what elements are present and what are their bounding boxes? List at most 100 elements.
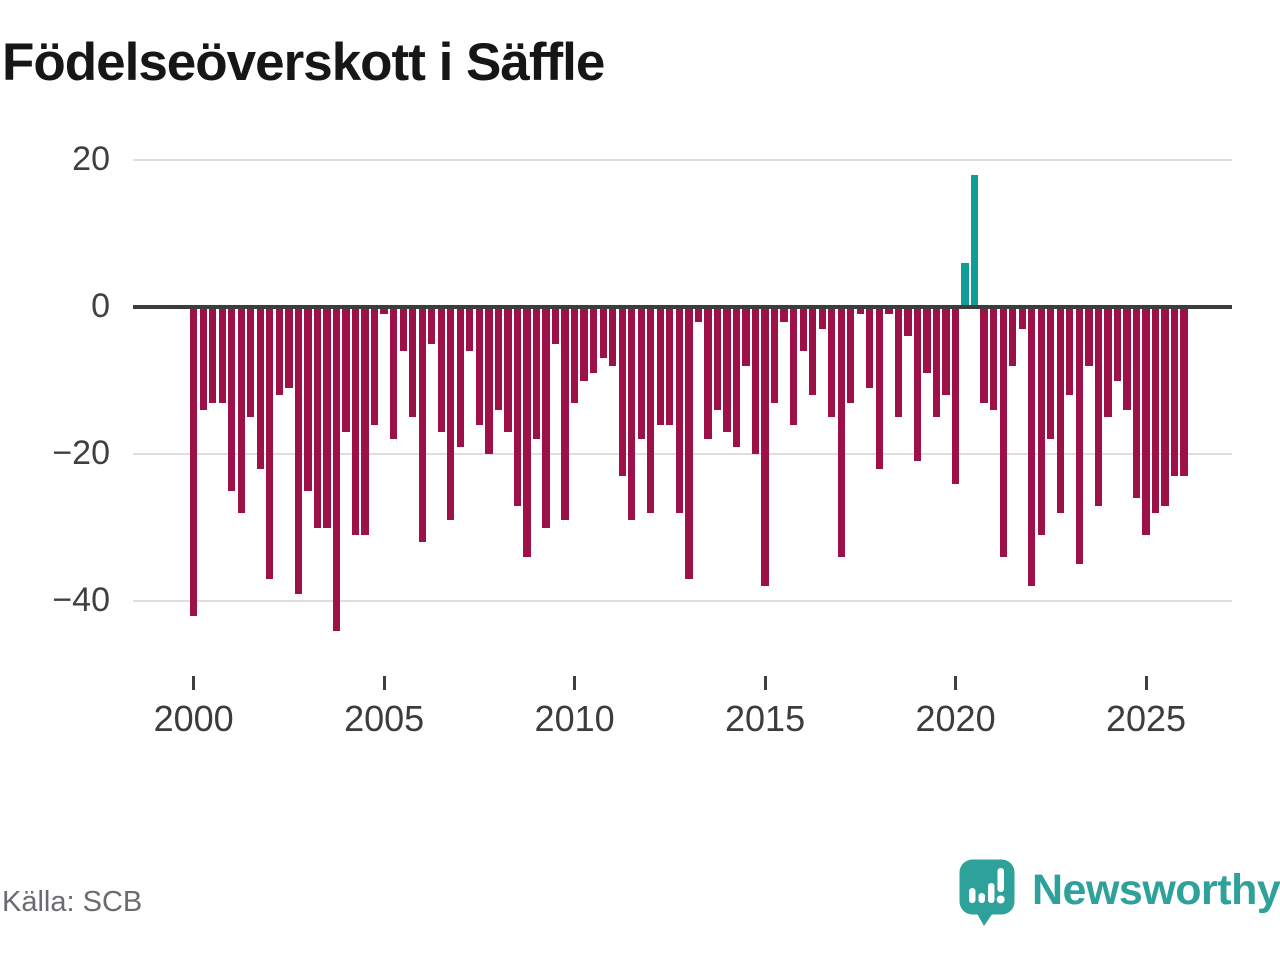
bar-2001-K2: [237, 307, 245, 513]
bar-2023-K1: [1066, 307, 1074, 396]
bar-2010-K2: [580, 307, 588, 381]
x-axis-tick-label-2025: 2025: [1105, 698, 1187, 739]
x-axis-tick-label-2015: 2015: [725, 698, 806, 739]
y-axis-tick-label: −20: [52, 434, 110, 473]
bar-2001-K4: [256, 307, 264, 469]
bar-2011-K4: [637, 307, 645, 440]
x-axis-tick-2005: [382, 676, 386, 690]
bar-2007-K3: [475, 307, 483, 425]
bar-2008-K3: [513, 307, 522, 506]
bar-2014-K4: [751, 307, 760, 455]
bar-2000-K3: [209, 307, 217, 403]
bar-2014-K1: [723, 307, 731, 433]
bar-2023-K4: [1094, 307, 1103, 506]
bar-2007-K4: [485, 307, 493, 455]
bar-2009-K4: [561, 307, 569, 521]
bar-2000-K1: [190, 307, 198, 616]
bar-2010-K3: [589, 307, 598, 374]
bar-2016-K2: [809, 307, 817, 396]
newsworthy-speech-bubble-chart-icon: [959, 859, 1015, 926]
bar-2019-K3: [932, 307, 941, 418]
bar-2011-K1: [609, 307, 617, 366]
bar-2007-K1: [456, 307, 464, 447]
bar-2002-K2: [275, 307, 283, 396]
bar-2025-K2: [1151, 307, 1160, 513]
bar-2017-K2: [847, 307, 855, 403]
bar-2022-K3: [1047, 307, 1055, 440]
bar-2012-K1: [647, 307, 655, 513]
bar-2004-K2: [351, 307, 360, 535]
y-axis-tick-label: 20: [72, 139, 110, 178]
x-axis-tick-2015: [763, 676, 767, 690]
bar-2019-K4: [942, 307, 950, 396]
bar-2004-K3: [361, 307, 369, 535]
bar-2021-K2: [999, 307, 1007, 558]
bar-2003-K3: [323, 307, 331, 528]
bar-2018-K1: [875, 307, 883, 469]
bar-2022-K1: [1028, 307, 1036, 587]
bar-2016-K4: [828, 307, 836, 418]
bar-2002-K4: [294, 307, 303, 594]
bar-2015-K2: [770, 307, 779, 403]
bar-2025-K1: [1142, 307, 1150, 535]
bar-2013-K4: [713, 307, 722, 410]
bar-2010-K1: [570, 307, 579, 403]
bar-2006-K3: [437, 307, 445, 433]
bar-2023-K2: [1075, 307, 1083, 565]
bar-2012-K4: [675, 307, 683, 513]
source-text: Källa: SCB: [2, 886, 143, 918]
bar-2017-K4: [866, 307, 874, 388]
bar-2017-K3: [856, 307, 864, 315]
bar-2011-K3: [628, 307, 636, 521]
zero-axis-line: [133, 305, 1232, 309]
bar-2009-K3: [551, 307, 560, 344]
bar-2007-K2: [466, 307, 474, 352]
gridline-20: [133, 158, 1232, 161]
chart-title: Födelseöverskott i Säffle: [2, 33, 605, 92]
bar-2008-K1: [494, 307, 503, 410]
newsworthy-logo: Newsworthy: [958, 856, 1280, 932]
bar-2022-K4: [1056, 307, 1064, 513]
bar-2013-K2: [694, 307, 703, 322]
gridline--40: [133, 600, 1232, 603]
bar-2002-K3: [285, 307, 293, 388]
bar-2021-K1: [989, 307, 998, 410]
x-axis-tick-2010: [573, 676, 577, 690]
bar-2017-K1: [837, 307, 845, 558]
bar-2020-K3: [970, 174, 979, 307]
bar-2021-K3: [1009, 307, 1017, 366]
bar-2024-K4: [1132, 307, 1141, 499]
bar-2025-K4: [1170, 307, 1179, 477]
bar-2018-K4: [904, 307, 912, 337]
bar-2018-K3: [894, 307, 903, 418]
bar-2015-K1: [761, 307, 769, 587]
bar-2009-K1: [532, 307, 541, 440]
bar-2024-K1: [1104, 307, 1112, 418]
bar-2016-K3: [818, 307, 826, 330]
bar-2019-K1: [913, 307, 922, 462]
bar-2004-K1: [342, 307, 350, 433]
bar-2005-K4: [409, 307, 417, 418]
bar-2021-K4: [1018, 307, 1026, 330]
bar-2000-K4: [218, 307, 226, 403]
bar-2013-K1: [685, 307, 693, 580]
bar-2005-K3: [399, 307, 407, 352]
bar-2018-K2: [885, 307, 893, 315]
bar-2001-K1: [228, 307, 236, 491]
bar-2025-K3: [1161, 307, 1169, 506]
bar-2019-K2: [923, 307, 931, 374]
x-axis-tick-label-2020: 2020: [915, 698, 996, 739]
bar-2003-K2: [313, 307, 322, 528]
y-axis-tick-label: 0: [91, 287, 110, 325]
bar-2003-K1: [304, 307, 312, 491]
bar-2012-K3: [666, 307, 674, 425]
bar-2012-K2: [656, 307, 664, 425]
bar-2022-K2: [1037, 307, 1045, 535]
bar-2015-K3: [780, 307, 788, 322]
bar-2005-K1: [380, 307, 388, 315]
bar-2013-K3: [704, 307, 712, 440]
x-axis-tick-2025: [1144, 676, 1148, 690]
x-axis-tick-2020: [954, 676, 958, 690]
bar-2024-K2: [1113, 307, 1122, 381]
